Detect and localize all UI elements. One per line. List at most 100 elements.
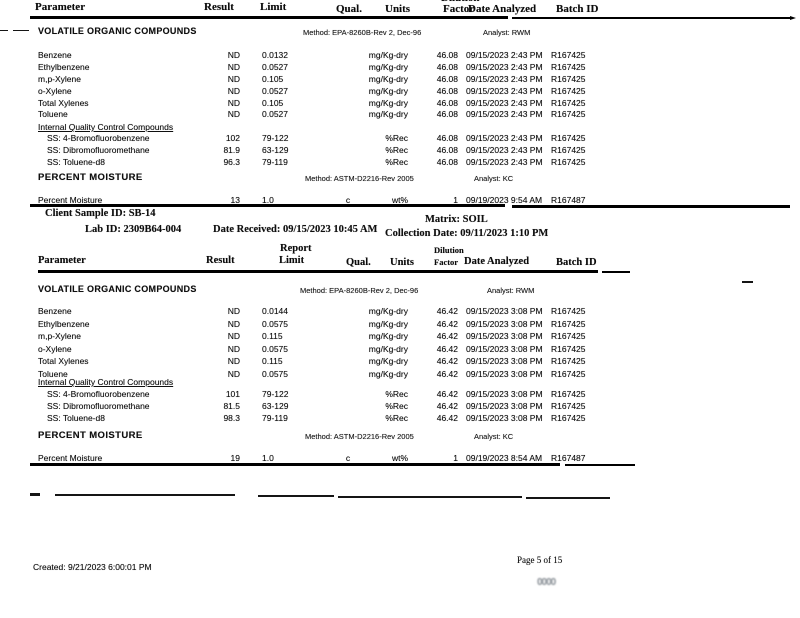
- result-cell: 96.3: [223, 156, 240, 167]
- dilution-cell: 46.42: [436, 343, 458, 354]
- table-row: SS: Dibromofluoromethane 81.9 63-129 %Re…: [0, 145, 800, 157]
- result-cell: ND: [227, 306, 240, 316]
- result-cell: ND: [227, 331, 240, 341]
- scan-artifact: [55, 494, 235, 496]
- table-row: Toluene ND 0.0527 mg/Kg-dry 46.08 09/15/…: [0, 109, 800, 121]
- dilution-cell: 46.42: [436, 389, 458, 399]
- table-row: Ethylbenzene ND 0.0575 mg/Kg-dry 46.42 0…: [0, 319, 800, 332]
- dilution-cell: 46.08: [436, 109, 458, 120]
- table-row: SS: Toluene-d8 98.3 79-119 %Rec 46.42 09…: [0, 413, 800, 425]
- dilution-cell: 46.42: [436, 356, 458, 366]
- dilution-cell: 46.42: [436, 413, 458, 424]
- rule-arrow-artifact: [790, 16, 796, 20]
- result-cell: 19: [230, 453, 240, 463]
- batch-cell: R167425: [551, 401, 586, 412]
- header-rule: [602, 271, 630, 273]
- units-cell: mg/Kg-dry: [368, 356, 408, 366]
- date-cell: 09/19/2023 9:54 AM: [466, 195, 543, 205]
- voc-analyte-rows: Benzene ND 0.0132 mg/Kg-dry 46.08 09/15/…: [0, 50, 800, 121]
- column-header-result: Result: [204, 1, 234, 13]
- dilution-cell: 46.08: [436, 85, 458, 96]
- result-cell: ND: [227, 61, 240, 72]
- dilution-cell: 46.42: [436, 331, 458, 341]
- limit-cell: 79-122: [262, 133, 289, 143]
- section-heading-percent-moisture: PERCENT MOISTURE: [38, 430, 143, 441]
- units-cell: mg/Kg-dry: [368, 73, 408, 84]
- batch-cell: R167487: [551, 453, 586, 463]
- date-cell: 09/15/2023 3:08 PM: [466, 413, 543, 424]
- analyst-label: Analyst: RWM: [487, 286, 535, 295]
- column-header-qual: Qual.: [346, 257, 371, 268]
- param-cell: Percent Moisture: [38, 195, 103, 205]
- table-row: SS: 4-Bromofluorobenzene 101 79-122 %Rec…: [0, 389, 800, 401]
- voc-analyte-rows: Benzene ND 0.0144 mg/Kg-dry 46.42 09/15/…: [0, 306, 800, 381]
- qual-cell: c: [345, 195, 351, 205]
- qc-heading: Internal Quality Control Compounds: [38, 377, 174, 387]
- analyst-label: Analyst: RWM: [483, 28, 531, 37]
- limit-cell: 0.115: [262, 331, 283, 341]
- column-header-parameter: Parameter: [38, 255, 86, 266]
- section-heading-voc: VOLATILE ORGANIC COMPOUNDS: [38, 26, 197, 36]
- batch-cell: R167425: [551, 331, 586, 341]
- limit-cell: 0.0575: [262, 368, 288, 379]
- dilution-cell: 46.42: [436, 368, 458, 379]
- dilution-cell: 46.42: [436, 318, 458, 329]
- column-header-parameter: Parameter: [35, 1, 86, 13]
- column-header-result: Result: [206, 255, 235, 266]
- result-cell: ND: [227, 356, 240, 366]
- units-cell: mg/Kg-dry: [368, 331, 408, 341]
- table-row: SS: 4-Bromofluorobenzene 102 79-122 %Rec…: [0, 133, 800, 145]
- dilution-cell: 1: [453, 195, 458, 205]
- section-rule: [30, 204, 505, 207]
- param-cell: SS: 4-Bromofluorobenzene: [47, 389, 150, 399]
- table-row: o-Xylene ND 0.0527 mg/Kg-dry 46.08 09/15…: [0, 86, 800, 98]
- column-header-qual: Qual.: [336, 3, 362, 15]
- units-cell: %Rec: [385, 133, 408, 143]
- qual-cell: c: [345, 453, 351, 463]
- result-cell: 13: [230, 195, 240, 205]
- method-label: Method: EPA-8260B-Rev 2, Dec-96: [300, 286, 419, 295]
- units-cell: mg/Kg-dry: [368, 50, 408, 60]
- limit-cell: 0.0575: [262, 343, 288, 354]
- date-cell: 09/19/2023 8:54 AM: [466, 453, 543, 463]
- units-cell: %Rec: [385, 144, 408, 155]
- created-timestamp: Created: 9/21/2023 6:00:01 PM: [33, 562, 152, 572]
- limit-cell: 0.105: [262, 97, 284, 108]
- units-cell: %Rec: [385, 389, 408, 399]
- date-cell: 09/15/2023 2:43 PM: [466, 85, 543, 96]
- date-cell: 09/15/2023 3:08 PM: [466, 331, 543, 341]
- table-row: Total Xylenes ND 0.115 mg/Kg-dry 46.42 0…: [0, 356, 800, 369]
- column-header-limit: Limit: [279, 255, 305, 266]
- batch-cell: R167425: [551, 85, 586, 96]
- batch-cell: R167425: [551, 133, 586, 143]
- param-cell: SS: Dibromofluoromethane: [47, 401, 150, 412]
- param-cell: SS: Toluene-d8: [47, 156, 105, 167]
- batch-cell: R167487: [551, 195, 586, 205]
- param-cell: SS: Dibromofluoromethane: [47, 144, 150, 155]
- column-header-batch-id: Batch ID: [556, 3, 599, 15]
- table-row: Benzene ND 0.0144 mg/Kg-dry 46.42 09/15/…: [0, 306, 800, 319]
- batch-cell: R167425: [551, 73, 586, 84]
- result-cell: ND: [227, 85, 240, 96]
- date-received: Date Received: 09/15/2023 10:45 AM: [213, 224, 378, 235]
- units-cell: %Rec: [385, 156, 408, 167]
- dilution-cell: 1: [453, 453, 458, 463]
- units-cell: %Rec: [385, 401, 408, 412]
- dilution-cell: 46.42: [436, 401, 458, 412]
- batch-cell: R167425: [551, 97, 586, 108]
- units-cell: mg/Kg-dry: [368, 61, 408, 72]
- param-cell: SS: Toluene-d8: [47, 413, 105, 424]
- param-cell: o-Xylene: [38, 85, 72, 96]
- units-cell: mg/Kg-dry: [368, 343, 408, 354]
- column-header-batch-id: Batch ID: [556, 257, 597, 268]
- batch-cell: R167425: [551, 413, 586, 424]
- batch-cell: R167425: [551, 389, 586, 399]
- result-cell: 101: [225, 389, 240, 399]
- date-cell: 09/15/2023 3:08 PM: [466, 343, 543, 354]
- table-row: Percent Moisture 19 1.0 c wt% 1 09/19/20…: [0, 453, 800, 465]
- param-cell: Benzene: [38, 50, 72, 60]
- scan-artifact: [526, 497, 610, 499]
- client-sample-id: Client Sample ID: SB-14: [45, 208, 156, 219]
- result-cell: ND: [227, 97, 240, 108]
